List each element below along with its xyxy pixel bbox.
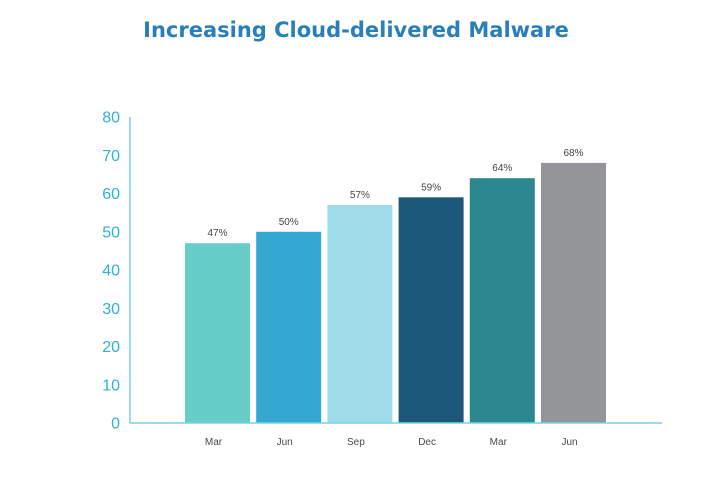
x-tick-label: Mar bbox=[490, 437, 508, 448]
x-tick-label: Jun bbox=[561, 437, 577, 448]
y-tick-label: 60 bbox=[102, 186, 120, 203]
bar bbox=[469, 178, 535, 423]
y-tick-label: 50 bbox=[102, 224, 120, 241]
data-label: 50% bbox=[279, 217, 299, 228]
x-tick-label: Mar bbox=[205, 437, 223, 448]
y-tick-label: 70 bbox=[102, 148, 120, 165]
data-label: 68% bbox=[563, 148, 583, 159]
y-axis: 0 10 20 30 40 50 60 70 80 bbox=[102, 110, 120, 433]
y-tick-label: 0 bbox=[111, 416, 120, 433]
bar bbox=[398, 197, 464, 423]
data-labels: 47% 50% 57% 59% 64% 68% bbox=[207, 148, 583, 239]
x-tick-label: Jun bbox=[277, 437, 293, 448]
chart-title: Increasing Cloud-delivered Malware bbox=[143, 18, 569, 42]
bar bbox=[185, 243, 250, 423]
x-tick-label: Dec bbox=[418, 437, 436, 448]
y-tick-label: 80 bbox=[102, 110, 120, 127]
bar bbox=[256, 231, 322, 423]
x-tick-label: Sep bbox=[347, 437, 365, 448]
data-label: 57% bbox=[350, 190, 370, 201]
data-label: 64% bbox=[492, 163, 512, 174]
x-axis: Mar Jun Sep Dec Mar Jun bbox=[205, 437, 578, 448]
bars bbox=[185, 162, 606, 423]
y-tick-label: 30 bbox=[102, 301, 120, 318]
data-label: 47% bbox=[207, 228, 227, 239]
y-tick-label: 10 bbox=[102, 377, 120, 394]
bar bbox=[327, 204, 393, 423]
y-tick-label: 40 bbox=[102, 263, 120, 280]
bar bbox=[541, 162, 606, 423]
y-tick-label: 20 bbox=[102, 339, 120, 356]
data-label: 59% bbox=[421, 182, 441, 193]
